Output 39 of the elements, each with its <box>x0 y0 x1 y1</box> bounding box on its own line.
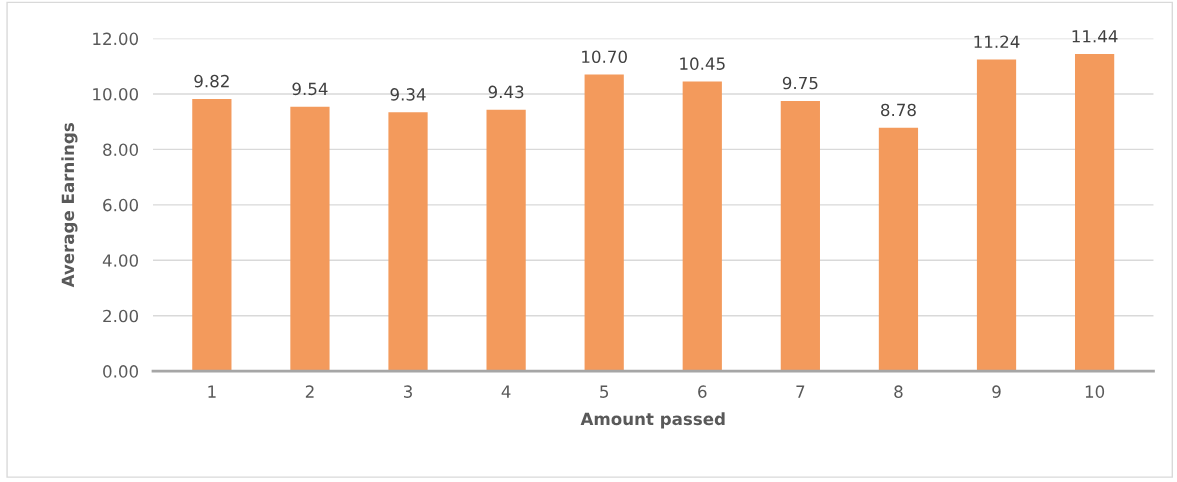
y-tick-label: 4.00 <box>102 254 139 267</box>
bar <box>878 127 919 372</box>
data-label: 9.54 <box>292 82 328 96</box>
x-tick-label: 7 <box>796 385 805 398</box>
x-tick-label: 3 <box>404 385 412 398</box>
y-axis-title: Average Earnings <box>61 123 78 288</box>
data-label: 9.75 <box>782 76 818 90</box>
x-tick-label: 5 <box>600 385 609 398</box>
bar <box>976 59 1017 372</box>
bar <box>1074 54 1115 372</box>
data-label: 10.70 <box>582 50 627 64</box>
bar <box>388 112 428 372</box>
x-tick-label: 10 <box>1085 385 1105 398</box>
bar <box>290 106 330 372</box>
x-tick-label: 9 <box>992 385 1001 398</box>
y-tick-label: 8.00 <box>103 143 139 156</box>
data-label: 9.43 <box>488 85 524 99</box>
bar <box>780 100 820 372</box>
y-tick-label: 12.00 <box>93 32 139 46</box>
data-label: 11.44 <box>1072 30 1118 43</box>
data-label: 8.78 <box>881 103 916 117</box>
x-tick-label: 4 <box>501 385 511 398</box>
y-tick-label: 6.00 <box>103 198 139 212</box>
y-tick-label: 0.00 <box>103 365 139 378</box>
x-axis-title: Amount passed <box>580 412 725 429</box>
x-tick-label: 8 <box>894 385 903 398</box>
data-label: 10.45 <box>680 57 725 70</box>
bar <box>682 81 722 372</box>
bar <box>584 74 624 372</box>
data-label: 9.82 <box>194 74 229 88</box>
data-label: 9.34 <box>390 88 426 101</box>
x-tick-label: 2 <box>305 385 314 398</box>
x-tick-label: 1 <box>208 385 216 398</box>
x-tick-label: 6 <box>698 385 707 398</box>
bar <box>486 109 526 372</box>
data-label: 11.24 <box>974 35 1020 48</box>
y-tick-label: 2.00 <box>103 309 139 323</box>
bar <box>192 98 232 372</box>
y-tick-label: 10.00 <box>93 87 139 101</box>
